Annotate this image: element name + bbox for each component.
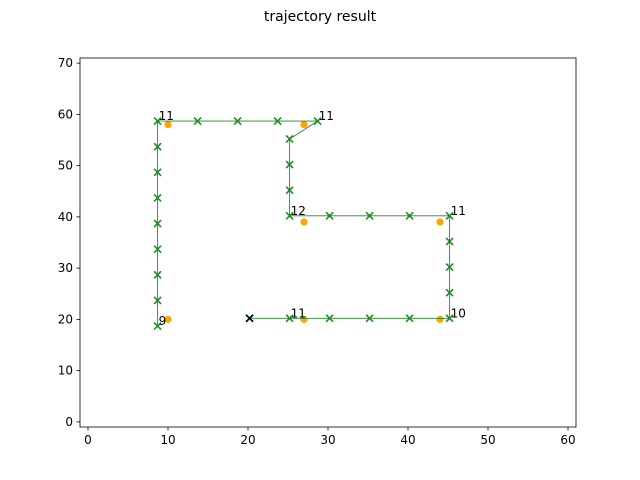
trajectory-point-stroke-b — [233, 116, 242, 126]
y-tick-label: 10 — [58, 364, 73, 378]
trajectory-point-stroke-b — [325, 314, 334, 323]
trajectory-point — [153, 296, 162, 305]
landmark-point — [300, 315, 308, 323]
axes-group: 0 10 20 30 40 50 60 0 10 20 30 40 50 60 70 — [58, 56, 577, 447]
point-annotation: 11 — [291, 306, 306, 320]
trajectory-point-stroke-b — [273, 116, 282, 126]
trajectory-point-stroke-b — [325, 211, 334, 220]
trajectory-line — [157, 120, 451, 327]
y-tick-label: 40 — [58, 210, 73, 224]
y-tick-label: 0 — [65, 415, 73, 429]
landmark-point — [436, 315, 444, 323]
trajectory-point-stroke-b — [153, 168, 162, 177]
y-tick-label: 30 — [58, 261, 73, 275]
x-tick-label: 20 — [240, 433, 255, 447]
trajectory-point-stroke-b — [193, 116, 202, 126]
landmark-point — [436, 218, 444, 226]
point-annotation: 10 — [451, 306, 466, 320]
chart-title: trajectory result — [264, 9, 377, 25]
trajectory-point — [153, 193, 162, 202]
landmark-point — [300, 121, 308, 129]
trajectory-point-stroke-b — [365, 211, 374, 220]
trajectory-point-stroke-b — [365, 314, 374, 323]
y-tick-label: 60 — [58, 107, 73, 121]
y-tick-label: 70 — [58, 56, 73, 70]
trajectory-point — [313, 116, 322, 126]
x-tick-label: 40 — [400, 433, 415, 447]
trajectory-point-stroke-b — [313, 116, 322, 126]
trajectory-point — [285, 134, 294, 144]
trajectory-point-stroke-b — [445, 288, 454, 297]
x-tick-label: 50 — [480, 433, 495, 447]
landmark-point — [300, 218, 308, 226]
landmark-point — [164, 121, 172, 129]
point-annotation: 12 — [291, 204, 306, 218]
trajectory-point-stroke-b — [405, 314, 414, 323]
point-annotation: 11 — [451, 204, 466, 218]
trajectory-point-stroke-b — [445, 314, 454, 323]
trajectory-point — [445, 263, 454, 272]
trajectory-point — [153, 142, 162, 151]
trajectory-point — [325, 314, 334, 323]
trajectory-point — [445, 211, 454, 220]
x-tick-label: 30 — [320, 433, 335, 447]
trajectory-point — [445, 314, 454, 323]
trajectory-point — [285, 211, 294, 220]
trajectory-point — [405, 211, 414, 220]
trajectory-point — [153, 116, 162, 126]
trajectory-point — [445, 288, 454, 297]
point-annotation: 9 — [159, 314, 167, 328]
x-tick-label: 60 — [560, 433, 575, 447]
trajectory-point — [285, 160, 294, 169]
y-tick-label: 20 — [58, 312, 73, 326]
landmark-point — [164, 315, 172, 323]
trajectory-point — [153, 219, 162, 228]
start-point-stroke-b — [245, 314, 254, 323]
trajectory-point-stroke-b — [285, 186, 294, 195]
y-tick-label: 50 — [58, 159, 73, 173]
trajectory-point — [153, 321, 162, 331]
trajectory-point-stroke-b — [153, 296, 162, 305]
trajectory-point-stroke-b — [153, 193, 162, 202]
trajectory-point — [153, 245, 162, 254]
trajectory-point-stroke-b — [153, 245, 162, 254]
trajectory-point — [405, 314, 414, 323]
point-annotation: 11 — [319, 109, 334, 123]
trajectory-point-stroke-b — [405, 211, 414, 220]
trajectory-point — [153, 270, 162, 279]
trajectory-point — [445, 237, 454, 246]
trajectory-point — [153, 168, 162, 177]
trajectory-point-stroke-b — [285, 314, 294, 323]
trajectory-point — [325, 211, 334, 220]
start-point — [245, 314, 254, 323]
trajectory-point-stroke-b — [153, 270, 162, 279]
trajectory-point — [273, 116, 282, 126]
trajectory-point-stroke-b — [153, 219, 162, 228]
trajectory-point — [285, 314, 294, 323]
x-tick-label: 10 — [160, 433, 175, 447]
trajectory-point-stroke-b — [153, 142, 162, 151]
trajectory-point — [365, 314, 374, 323]
trajectory-point — [193, 116, 202, 126]
trajectory-point-stroke-b — [153, 321, 162, 331]
trajectory-point-stroke-b — [445, 237, 454, 246]
trajectory-point — [285, 186, 294, 195]
trajectory-point-stroke-b — [445, 263, 454, 272]
trajectory-point-stroke-b — [285, 134, 294, 144]
plot-series-group: 11 10 11 12 11 11 9 — [153, 109, 466, 331]
trajectory-point-stroke-b — [445, 211, 454, 220]
trajectory-point — [365, 211, 374, 220]
point-annotation: 11 — [159, 109, 174, 123]
x-tick-label: 0 — [84, 433, 92, 447]
trajectory-point-stroke-b — [285, 211, 294, 220]
trajectory-point-stroke-b — [285, 160, 294, 169]
trajectory-point — [233, 116, 242, 126]
trajectory-point-stroke-b — [153, 116, 162, 126]
